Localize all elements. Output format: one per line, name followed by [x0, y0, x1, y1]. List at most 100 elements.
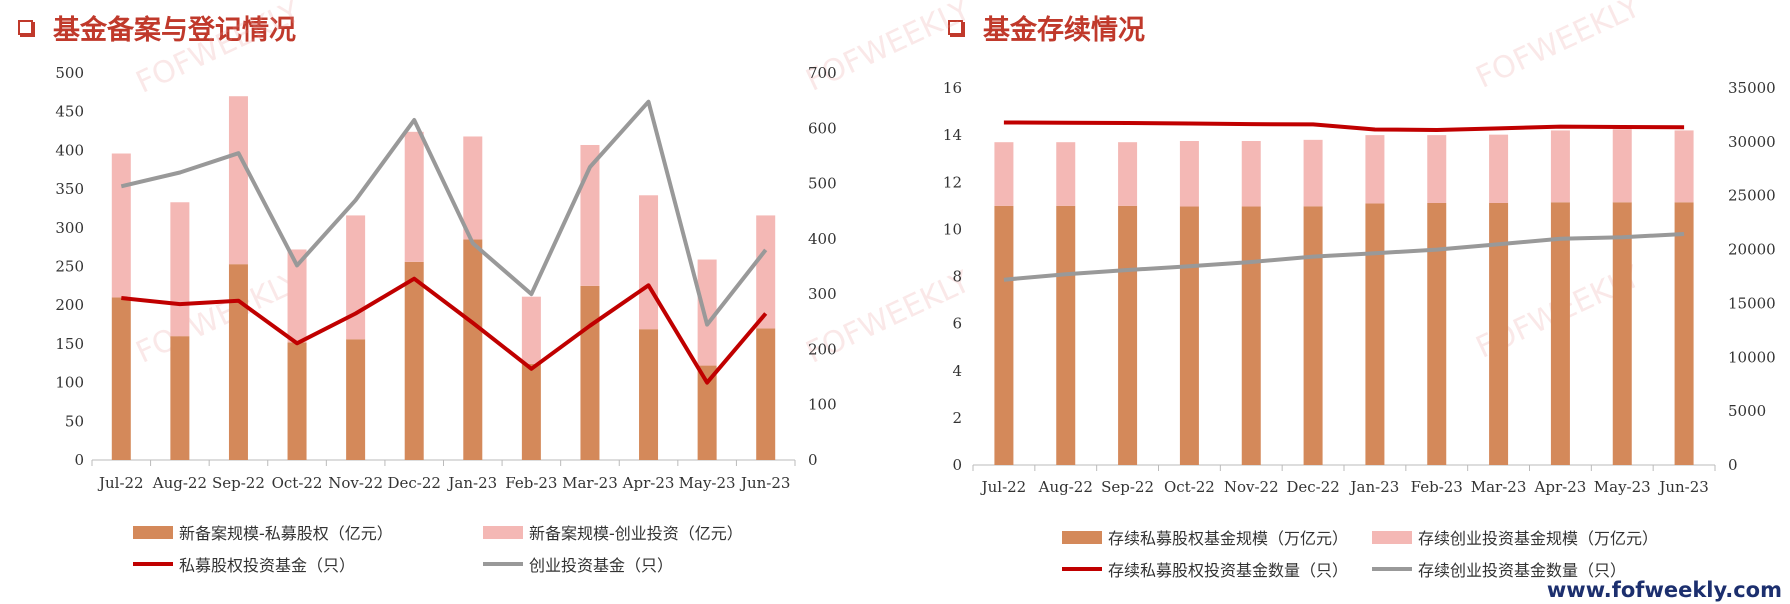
bar-primary [1179, 206, 1199, 465]
y2-tick-label: 10000 [1728, 348, 1776, 366]
y-tick-label: 300 [55, 219, 84, 237]
bar-secondary [404, 131, 424, 262]
legend-label: 新备案规模-创业投资（亿元） [529, 524, 743, 543]
bar-secondary [1674, 130, 1694, 203]
y-tick-label: 450 [55, 103, 84, 121]
y2-tick-label: 300 [808, 285, 837, 303]
bar-secondary [1118, 142, 1138, 206]
y-tick-label: 150 [55, 335, 84, 353]
y2-tick-label: 700 [808, 64, 837, 82]
right-legend: 存续私募股权基金规模（万亿元） 存续创业投资基金规模（万亿元） 存续私募股权投资… [1062, 525, 1702, 581]
x-tick-label: Apr-23 [1534, 478, 1587, 496]
y-tick-label: 200 [55, 296, 84, 314]
legend-item: 新备案规模-私募股权（亿元） [133, 520, 483, 544]
y2-tick-label: 0 [1728, 456, 1738, 474]
legend-swatch [1372, 530, 1412, 544]
y2-tick-label: 600 [808, 119, 837, 137]
y-tick-label: 12 [943, 173, 962, 191]
y2-tick-label: 200 [808, 340, 837, 358]
bar-secondary [287, 249, 307, 343]
legend-label: 创业投资基金（只） [529, 556, 674, 575]
x-tick-label: May-23 [1594, 478, 1651, 496]
bar-primary [404, 261, 424, 460]
legend-item: 创业投资基金（只） [483, 552, 813, 576]
legend-swatch [133, 562, 173, 566]
y2-tick-label: 25000 [1728, 187, 1776, 205]
bar-secondary [994, 142, 1014, 206]
legend-swatch [1372, 567, 1412, 571]
legend-label: 私募股权投资基金（只） [179, 556, 356, 575]
y2-tick-label: 0 [808, 451, 818, 469]
checkbox-square-icon [18, 20, 35, 37]
x-tick-label: Feb-23 [1411, 478, 1463, 496]
x-tick-label: Mar-23 [562, 474, 618, 492]
x-tick-label: Sep-22 [212, 474, 265, 492]
legend-item: 新备案规模-创业投资（亿元） [483, 520, 813, 544]
x-tick-label: Mar-23 [1471, 478, 1527, 496]
bar-primary [1118, 205, 1138, 465]
bar-secondary [1056, 142, 1076, 206]
bar-primary [697, 365, 717, 460]
right-title-text: 基金存续情况 [983, 15, 1145, 46]
bar-primary [521, 364, 541, 460]
y-tick-label: 350 [55, 180, 84, 198]
bar-primary [170, 336, 190, 460]
x-tick-label: Jul-22 [980, 478, 1027, 496]
legend-swatch [133, 525, 173, 539]
bar-secondary [1241, 141, 1261, 207]
left-legend: 新备案规模-私募股权（亿元） 新备案规模-创业投资（亿元） 私募股权投资基金（只… [133, 520, 813, 576]
bar-secondary [1427, 135, 1447, 203]
bar-secondary [756, 215, 776, 329]
x-tick-label: May-23 [679, 474, 736, 492]
legend-item: 存续创业投资基金数量（只） [1372, 557, 1702, 581]
y-tick-label: 0 [952, 456, 962, 474]
bar-secondary [1489, 134, 1509, 203]
bar-primary [287, 342, 307, 460]
bar-primary [1674, 202, 1694, 465]
x-tick-label: Feb-23 [505, 474, 557, 492]
legend-swatch [483, 525, 523, 539]
bar-secondary [1179, 141, 1199, 207]
bar-secondary [1365, 135, 1385, 204]
x-tick-label: Dec-22 [1286, 478, 1339, 496]
legend-swatch [483, 562, 523, 566]
y-tick-label: 6 [952, 315, 962, 333]
bar-secondary [639, 195, 659, 330]
y-tick-label: 0 [74, 451, 84, 469]
chart-left: 0 50 100 150 200 250 300 350 400 450 500 0 100 200 300… [55, 64, 836, 492]
y2-tick-label: 100 [808, 396, 837, 414]
line-series-secondary [1003, 232, 1685, 282]
legend-label: 存续私募股权投资基金数量（只） [1108, 561, 1349, 580]
x-tick-label: Oct-22 [1164, 478, 1215, 496]
y-tick-label: 16 [943, 79, 962, 97]
right-chart-title: 基金存续情况 [948, 8, 1145, 47]
y-tick-label: 8 [952, 268, 962, 286]
line-series-primary [1003, 120, 1685, 132]
website-footer: www.fofweekly.com [1546, 578, 1782, 602]
legend-item: 私募股权投资基金（只） [133, 552, 483, 576]
legend-label: 存续创业投资基金规模（万亿元） [1418, 529, 1659, 548]
left-chart-title: 基金备案与登记情况 [18, 8, 296, 47]
x-tick-label: Nov-22 [1224, 478, 1279, 496]
legend-label: 存续创业投资基金数量（只） [1418, 561, 1627, 580]
bar-primary [228, 264, 248, 460]
bar-secondary [697, 259, 717, 366]
y-tick-label: 100 [55, 374, 84, 392]
y2-tick-label: 15000 [1728, 294, 1776, 312]
chart-right: 0 2 4 6 8 10 12 14 16 0 5000 10000 15000 20000 25000 30… [943, 79, 1776, 496]
x-tick-label: Jul-22 [97, 474, 144, 492]
bar-primary [1303, 206, 1323, 465]
bar-secondary [228, 96, 248, 265]
line-series-secondary [120, 99, 768, 327]
bar-secondary [521, 296, 541, 365]
y-tick-label: 2 [952, 409, 962, 427]
x-tick-label: Jun-23 [1657, 478, 1709, 496]
bar-primary [1550, 202, 1570, 465]
bar-secondary [1303, 139, 1323, 207]
bar-primary [1241, 206, 1261, 465]
bar-primary [1612, 202, 1632, 465]
bar-primary [346, 339, 366, 460]
left-title-text: 基金备案与登记情况 [53, 15, 296, 46]
bar-primary [994, 205, 1014, 465]
